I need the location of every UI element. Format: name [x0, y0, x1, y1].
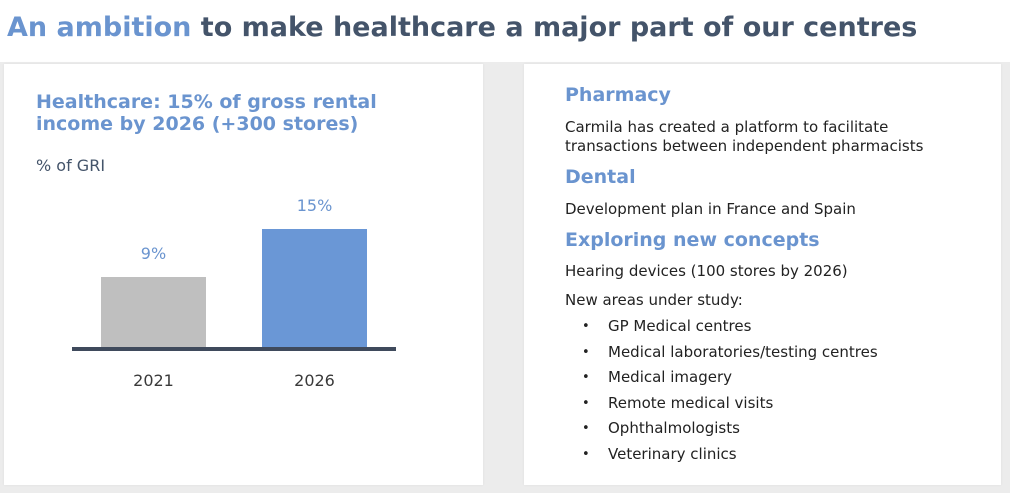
bullet-icon: • — [582, 370, 590, 385]
section-title-new-concepts: Exploring new concepts — [565, 229, 820, 251]
section-body-study: New areas under study: — [565, 291, 743, 309]
section-title-pharmacy: Pharmacy — [565, 84, 671, 106]
initiatives-card: Pharmacy Carmila has created a platform … — [524, 64, 1001, 485]
list-item-label: Veterinary clinics — [608, 444, 737, 463]
bullet-icon: • — [582, 395, 590, 411]
page-title-accent: An ambition — [7, 12, 192, 43]
bullet-icon: • — [582, 421, 590, 436]
list-item: • Medical imagery — [565, 365, 878, 391]
chart-card: Healthcare: 15% of gross rental income b… — [4, 64, 483, 485]
chart-title: Healthcare: 15% of gross rental income b… — [36, 91, 377, 135]
list-item-label: Ophthalmologists — [608, 419, 740, 437]
list-item-label: Medical imagery — [608, 368, 732, 386]
section-body-dental: Development plan in France and Spain — [565, 200, 856, 218]
bullet-icon: • — [582, 446, 590, 462]
list-item-label: Medical laboratories/testing centres — [608, 342, 878, 361]
section-body-pharmacy: Carmila has created a platform to facili… — [565, 118, 924, 155]
page-title: An ambition to make healthcare a major p… — [7, 12, 917, 43]
x-tick-label-2021: 2021 — [133, 371, 174, 390]
section-body-hearing: Hearing devices (100 stores by 2026) — [565, 262, 848, 280]
list-item: • GP Medical centres — [565, 314, 878, 340]
list-item: • Remote medical visits — [565, 391, 878, 417]
list-item: • Ophthalmologists — [565, 416, 878, 442]
bullet-icon: • — [582, 319, 590, 334]
list-item-label: Remote medical visits — [608, 393, 774, 412]
bar-2026 — [262, 229, 367, 349]
data-label-2021: 9% — [141, 244, 166, 263]
list-item: • Veterinary clinics — [565, 442, 878, 468]
unit-label: % of GRI — [36, 156, 106, 175]
bar-2021 — [101, 277, 206, 349]
list-item: • Medical laboratories/testing centres — [565, 340, 878, 366]
study-areas-list: • GP Medical centres • Medical laboratorie… — [565, 314, 878, 467]
page-title-rest: to make healthcare a major part of our c… — [200, 12, 918, 43]
x-tick-label-2026: 2026 — [294, 371, 335, 390]
bullet-icon: • — [582, 344, 590, 360]
data-label-2026: 15% — [297, 196, 333, 215]
list-item-label: GP Medical centres — [608, 317, 752, 335]
bar-chart: 9% 2021 15% 2026 — [72, 196, 396, 390]
section-title-dental: Dental — [565, 166, 636, 188]
header: An ambition to make healthcare a major p… — [0, 0, 1010, 62]
